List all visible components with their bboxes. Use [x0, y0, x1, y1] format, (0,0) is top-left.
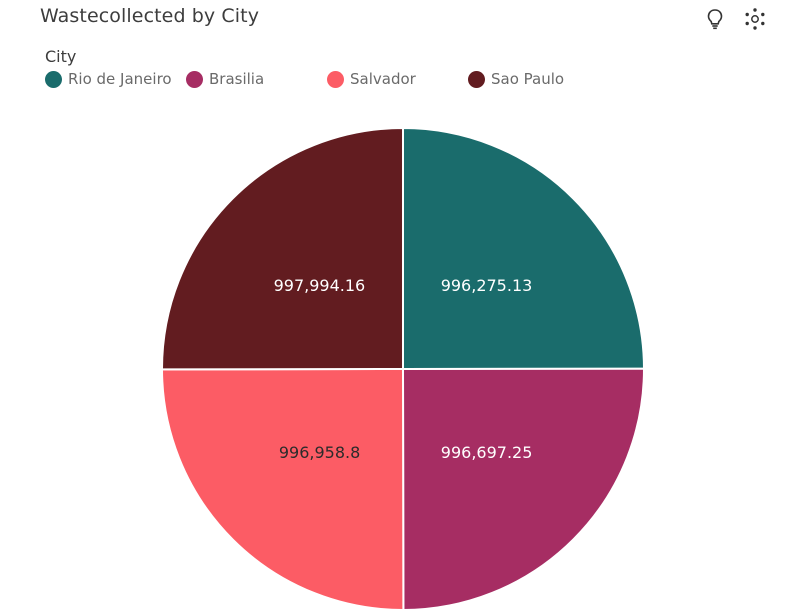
chart-options-button[interactable] [742, 6, 768, 32]
insights-button[interactable] [702, 6, 728, 32]
legend-swatch-brasilia [186, 70, 203, 88]
chart-title: Wastecollected by City [40, 5, 260, 27]
legend-item-rio-de-janeiro[interactable]: Rio de Janeiro [45, 70, 172, 88]
slice-value-label-rio-de-janeiro: 996,275.13 [441, 276, 533, 295]
legend-label: Brasilia [209, 70, 265, 88]
pie-slice-rio-de-janeiro[interactable] [402, 126, 646, 371]
pie-slice-brasilia[interactable] [401, 367, 646, 612]
legend-swatch-salvador [327, 70, 344, 88]
legend-item-salvador[interactable]: Salvador [327, 70, 416, 88]
legend: Rio de Janeiro Brasilia Salvador Sao Pau… [45, 70, 605, 92]
legend-label: Salvador [350, 70, 416, 88]
legend-swatch-sao-paulo [468, 70, 485, 88]
legend-title: City [45, 47, 77, 66]
lightbulb-icon [707, 9, 723, 30]
slice-value-label-brasilia: 996,697.25 [441, 443, 533, 462]
legend-label: Sao Paulo [491, 70, 565, 88]
chart-toolbar [702, 6, 768, 32]
pie-slice-salvador[interactable] [160, 367, 405, 612]
slice-value-label-salvador: 996,958.8 [279, 443, 360, 462]
legend-item-brasilia[interactable]: Brasilia [186, 70, 264, 88]
legend-item-sao-paulo[interactable]: Sao Paulo [468, 70, 564, 88]
slice-value-label-sao-paulo: 997,994.16 [274, 276, 366, 295]
chart-options-icon [745, 8, 765, 30]
pie-slice-sao-paulo[interactable] [160, 126, 404, 371]
legend-label: Rio de Janeiro [68, 70, 172, 88]
legend-swatch-rio-de-janeiro [45, 70, 62, 88]
